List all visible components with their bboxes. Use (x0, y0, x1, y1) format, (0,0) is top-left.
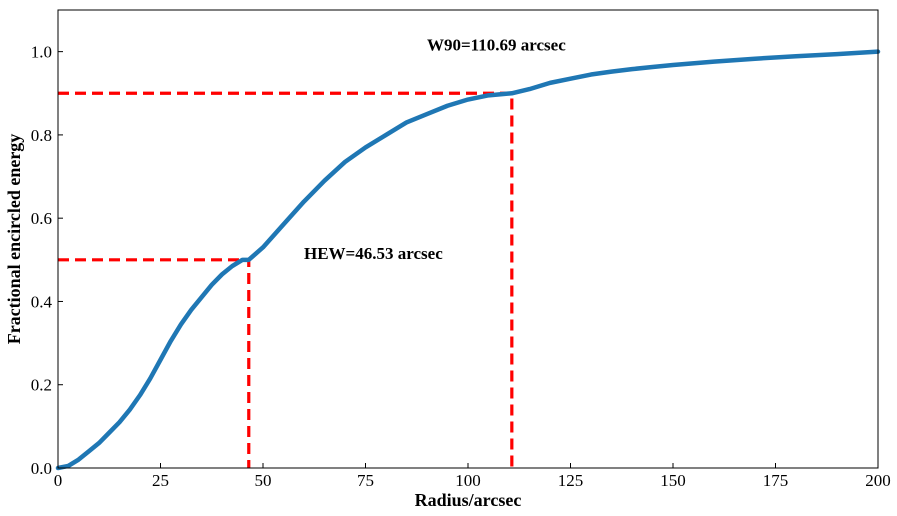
x-tick-label-1: 25 (152, 471, 169, 490)
x-tick-label-8: 200 (865, 471, 891, 490)
reference-line-1 (58, 91, 514, 468)
x-tick-label-3: 75 (357, 471, 374, 490)
x-tick-label-7: 175 (763, 471, 789, 490)
reference-line-0 (58, 258, 251, 468)
y-tick-label-2: 0.4 (31, 292, 53, 311)
y-tick-label-0: 0.0 (31, 459, 52, 478)
labels: Radius/arcsec Fractional encircled energ… (4, 36, 566, 510)
y-tick-label-4: 0.8 (31, 126, 52, 145)
x-tick-label-5: 125 (558, 471, 584, 490)
x-tick-label-4: 100 (455, 471, 481, 490)
y-axis-title: Fractional encircled energy (4, 134, 24, 345)
plot-frame (57, 9, 879, 469)
hew-annotation: HEW=46.53 arcsec (304, 244, 443, 263)
x-tick-label-6: 150 (660, 471, 686, 490)
axes: 0 25 50 75 100 125 150 175 200 0.0 0.2 0.4 0.6 0.8 1.0 (31, 9, 891, 490)
y-tick-label-3: 0.6 (31, 209, 52, 228)
w90-annotation: W90=110.69 arcsec (427, 36, 566, 55)
series-line-0 (55, 49, 881, 471)
x-axis-title: Radius/arcsec (415, 490, 522, 510)
x-tick-label-0: 0 (54, 471, 63, 490)
x-tick-label-2: 50 (255, 471, 272, 490)
y-tick-label-5: 1.0 (31, 43, 52, 62)
plot-area (55, 49, 881, 471)
y-tick-label-1: 0.2 (31, 376, 52, 395)
